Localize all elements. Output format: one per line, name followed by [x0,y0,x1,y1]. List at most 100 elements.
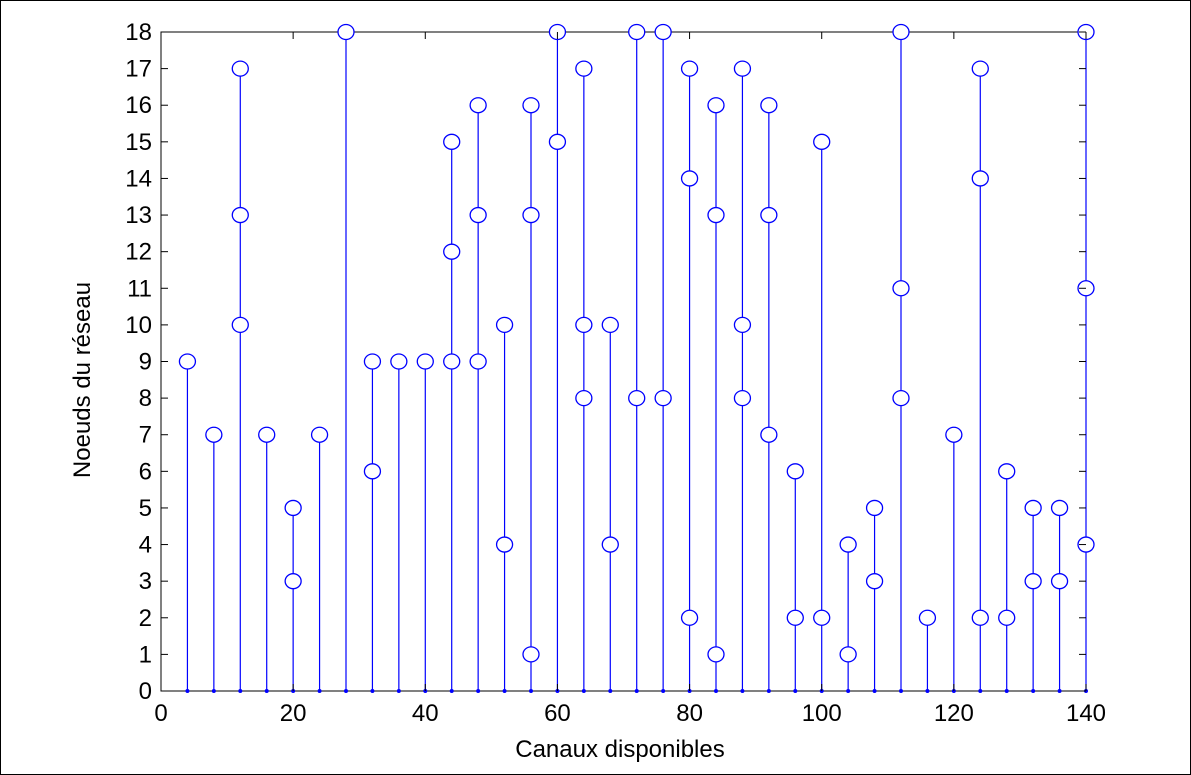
stem-marker [654,23,672,41]
stem-marker [178,353,197,370]
y-tick-label: 9 [139,349,152,376]
x-tick-label: 20 [280,700,307,727]
stem-marker [469,206,487,224]
y-tick-label: 5 [139,495,152,522]
stem-marker [760,97,778,114]
stem-marker [680,609,699,626]
y-tick-label: 10 [125,312,152,339]
stem-marker [839,536,857,553]
stem-base-dot [608,689,613,693]
stem-marker [813,133,831,150]
stem-marker [971,60,989,77]
stem-base-dot [899,689,903,693]
y-tick-label: 4 [139,532,152,559]
stem-base-dot [740,689,745,693]
stem-marker [1050,499,1069,517]
stem-marker [760,206,778,224]
stem-marker [654,389,672,407]
y-tick-label: 1 [139,641,152,668]
stem-marker [865,499,884,517]
x-tick-label: 80 [676,700,703,727]
stem-base-dot [185,689,190,693]
stem-marker [707,97,725,114]
stem-marker [231,206,249,224]
stem-marker [1024,573,1042,590]
stem-marker [601,316,619,334]
y-tick-label: 16 [125,92,152,119]
stem-lines [185,32,1088,693]
stem-base-dot [714,689,718,693]
y-tick-label: 11 [127,275,152,302]
stem-marker [733,389,752,407]
stem-base-dot [634,689,639,693]
stem-marker [575,316,593,334]
x-axis-ticks: 0 20 40 60 80 100 120 140 [154,32,1106,727]
stem-marker [337,23,355,41]
stem-marker [443,353,461,370]
x-tick-label: 0 [154,700,167,727]
stem-marker [892,280,910,297]
y-tick-label: 18 [125,19,152,46]
stem-marker [918,609,937,626]
stem-marker [628,389,646,407]
x-tick-label: 40 [412,700,439,727]
stem-marker [310,426,329,443]
stem-marker [971,170,989,187]
stem-base-dot [846,689,851,693]
stem-marker [813,609,831,626]
stem-base-dot [766,689,771,693]
y-tick-label: 3 [139,568,152,595]
stem-base-dot [793,689,798,693]
stem-marker [733,60,752,77]
stem-marker [443,243,461,260]
stem-base-dot [925,689,930,693]
y-tick-label: 14 [125,165,152,192]
stem-marker [892,23,910,41]
stem-marker [945,426,963,443]
stem-base-dot [1031,689,1036,693]
y-tick-label: 7 [139,422,152,449]
stem-base-dot [317,689,322,693]
y-tick-label: 8 [139,385,152,412]
stem-marker [284,499,302,517]
stem-base-dot [238,689,243,693]
stem-base-dot [1004,689,1009,693]
stem-marker [733,316,752,334]
stem-marker [469,353,487,370]
stem-marker [998,609,1016,626]
stem-marker [390,353,408,370]
stem-marker [495,316,514,334]
stem-base-dot [661,689,666,693]
stem-base-dot [396,689,401,693]
stem-marker [258,426,276,443]
stem-marker [998,463,1016,480]
x-tick-label: 120 [934,700,974,727]
stem-marker [469,97,487,114]
stem-marker [601,536,619,553]
x-tick-label: 100 [802,700,842,727]
stem-marker [680,60,699,77]
stem-base-dot [529,689,533,693]
y-tick-label: 13 [125,202,152,229]
stem-base-dot [449,689,454,693]
plot-area [160,31,1087,692]
stem-marker [495,536,514,553]
y-axis-title: Noeuds du réseau [69,282,96,478]
stem-markers [178,23,1095,663]
y-tick-label: 2 [139,605,152,632]
stem-marker [522,206,540,224]
stem-marker [1024,499,1042,517]
stem-marker [443,133,461,150]
x-tick-label: 140 [1066,700,1106,727]
stem-marker [363,353,382,370]
y-tick-label: 6 [139,458,152,485]
stem-marker [786,609,804,626]
x-axis-title: Canaux disponibles [515,736,724,763]
stem-marker [971,609,989,626]
stem-marker [707,206,725,224]
stem-base-dot [581,689,586,693]
stem-marker [548,133,567,150]
stem-marker [284,573,302,590]
stem-marker [575,60,593,77]
